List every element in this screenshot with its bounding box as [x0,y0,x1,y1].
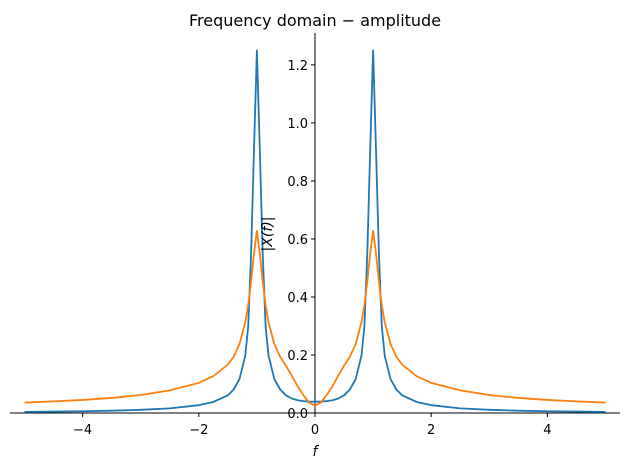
y-tick-label: 0.8 [287,175,308,190]
y-tick-label: 0.0 [287,407,308,422]
y-tick-label: 0.2 [287,349,308,364]
axes: −4 −2 0 2 4 0.0 0.2 0.4 0.6 0.8 1.0 1.2 [10,33,620,438]
y-tick-label: 0.4 [287,291,308,306]
y-tick-label: 1.2 [287,59,308,74]
y-tick-label: 0.6 [287,233,308,248]
x-tick-label: 4 [543,423,551,438]
y-tick-label: 1.0 [287,117,308,132]
x-tick-label: −4 [73,423,92,438]
chart-title: Frequency domain − amplitude [189,11,441,30]
x-axis-label: f [313,444,320,460]
x-tick-label: 0 [311,423,319,438]
x-tick-label: −2 [189,423,208,438]
y-axis-label: |X(f)| [260,217,276,252]
x-tick-label: 2 [427,423,435,438]
